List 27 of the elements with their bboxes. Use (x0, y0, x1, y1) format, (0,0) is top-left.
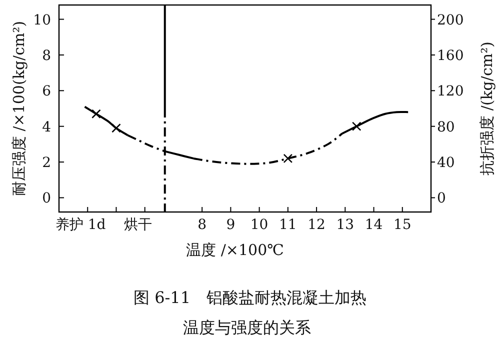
text: 图 6-11 铝酸盐耐热混凝土加热 (133, 288, 367, 307)
x-tick-label: 12 (308, 217, 326, 233)
x-axis-title: 温度 /×100℃ (186, 241, 284, 259)
y-tick-label: 10 (33, 12, 51, 28)
x-tick-label: 11 (279, 217, 297, 233)
x-tick-label: 养护 1d (55, 217, 106, 233)
x-tick-label: 13 (336, 217, 354, 233)
y-tick-label: 2 (42, 155, 51, 172)
x-tick-label: 烘干 (124, 217, 152, 233)
y-tick-label: 0 (42, 190, 51, 207)
y2-tick-label: 200 (437, 12, 464, 28)
x-tick-label: 8 (198, 217, 207, 233)
y2-tick-label: 120 (437, 84, 464, 100)
y2-tick-label: 160 (437, 48, 464, 64)
text: 温度与强度的关系 (183, 318, 311, 337)
y2-tick-label: 80 (437, 119, 455, 136)
x-tick-label: 15 (393, 217, 412, 233)
y-axis-title: 耐压强度 /×100(kg/cm²) (10, 20, 28, 196)
y2-axis-title: 抗折强度 /(kg/cm²) (478, 42, 496, 176)
y2-tick-label: 0 (437, 190, 446, 207)
x-tick-label: 10 (250, 217, 268, 233)
y2-tick-label: 40 (437, 155, 455, 172)
y-tick-label: 4 (42, 119, 52, 136)
x-tick-label: 14 (364, 217, 383, 233)
y-tick-label: 8 (42, 48, 51, 64)
y-tick-label: 6 (42, 84, 52, 100)
x-tick-label: 9 (226, 217, 236, 233)
